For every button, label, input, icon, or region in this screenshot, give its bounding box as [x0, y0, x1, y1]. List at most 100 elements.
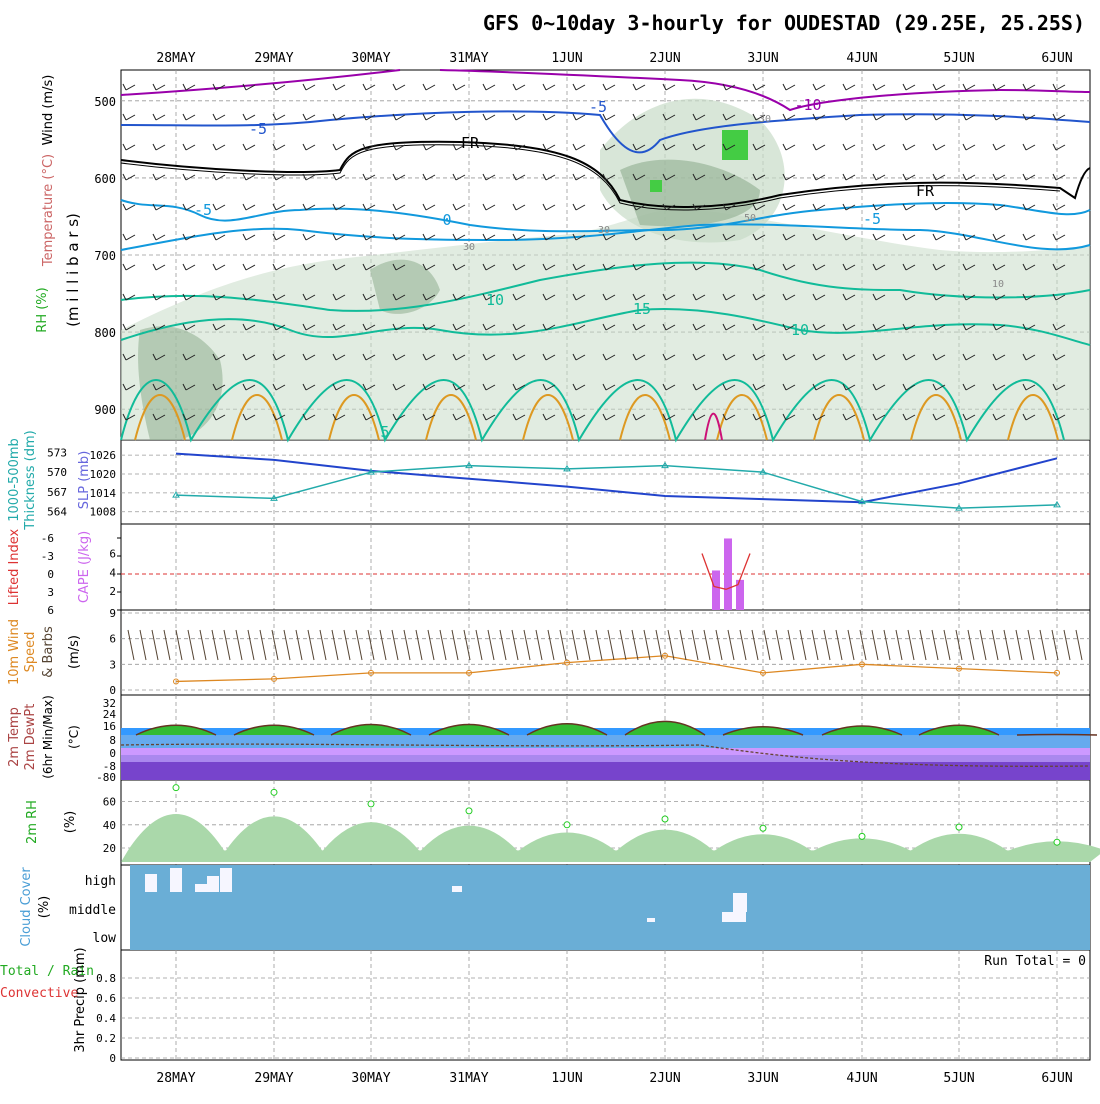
wind-barb [212, 293, 226, 301]
wind-barb-10m [523, 629, 531, 661]
wind-barb [392, 353, 406, 361]
wind-barb [842, 293, 856, 301]
wind-barb [782, 353, 796, 361]
p3-ytick-li: -3 [41, 550, 54, 563]
wind-barb [932, 173, 946, 181]
cloud-gap [220, 868, 232, 892]
wind-barb [662, 203, 676, 211]
wind-barb [542, 233, 556, 241]
wind-barb [512, 143, 526, 151]
wind-barb [752, 383, 766, 391]
wind-barb [602, 233, 616, 241]
wind-barb [422, 203, 436, 211]
wind-barb [962, 383, 976, 391]
wind-barb-10m [727, 629, 735, 661]
wind-barb [1052, 113, 1066, 121]
wind-barb [212, 203, 226, 211]
wind-barb [542, 383, 556, 391]
wind-barb [122, 113, 136, 121]
wind-barb [302, 353, 316, 361]
wind-barb [362, 113, 376, 121]
wind-barb [662, 83, 676, 91]
wind-barb [932, 293, 946, 301]
wind-barb [182, 383, 196, 391]
date-label-top: 1JUN [551, 51, 582, 66]
p1-ytick: 700 [94, 249, 116, 263]
p3-ytick-li: 3 [47, 586, 54, 599]
wind-barb [362, 83, 376, 91]
rh-fill-lower [121, 207, 1090, 440]
wind-barb [932, 83, 946, 91]
wind-barb [692, 113, 706, 121]
t2m-line [135, 720, 1098, 736]
cloud-gap [195, 884, 207, 892]
wind-barb [482, 83, 496, 91]
wind-barb [542, 413, 556, 421]
wind-barb-10m [403, 629, 411, 661]
wind-barb-10m [295, 629, 303, 661]
temp-band [121, 762, 1090, 780]
wind-barb [722, 383, 736, 391]
rh2m-point [367, 800, 375, 808]
wind-barb [1022, 353, 1036, 361]
contour-label: FR [916, 182, 935, 200]
wind-barb [1052, 263, 1066, 271]
wind-barb [452, 203, 466, 211]
wind-barb [992, 263, 1006, 271]
wind-barb [182, 293, 196, 301]
wind-barb [542, 143, 556, 151]
wind-barb [662, 383, 676, 391]
p6-ytick: 20 [103, 842, 116, 855]
wind-barb [722, 263, 736, 271]
p7-ytick: low [93, 931, 117, 946]
rh2m-point [270, 788, 278, 796]
wind-barb [302, 143, 316, 151]
wind-barb [632, 113, 646, 121]
wind-barb [422, 143, 436, 151]
wind-barb [1022, 113, 1036, 121]
p6-label-1: 2m RH [25, 800, 40, 844]
wind-barb [752, 203, 766, 211]
wind-barb [692, 413, 706, 421]
wind-barb [302, 173, 316, 181]
date-label-bottom: 31MAY [449, 1071, 488, 1086]
wind-barb-10m [475, 629, 483, 661]
wind10-point [271, 675, 277, 682]
wind-barb [572, 353, 586, 361]
p1-label-mb: (m i l l i b a r s) [64, 213, 82, 327]
wind-barb [512, 263, 526, 271]
wind-barb [302, 113, 316, 121]
p3-ytick-li: 6 [47, 604, 54, 617]
wind-barb [452, 413, 466, 421]
wind-barb [872, 143, 886, 151]
wind-barb [572, 383, 586, 391]
p2-ytick-slp: 1008 [90, 506, 117, 519]
rh-contour-label: 10 [992, 279, 1004, 290]
p3-label-li: Lifted Index [7, 528, 22, 605]
wind-barb [272, 83, 286, 91]
cloud-gap [170, 868, 182, 892]
wind-barb [752, 293, 766, 301]
wind-barb [692, 323, 706, 331]
wind-barb [962, 143, 976, 151]
wind-barb [692, 383, 706, 391]
wind10-point [466, 669, 472, 676]
wind-barb [782, 383, 796, 391]
wind-barb [332, 353, 346, 361]
wind10-point [859, 661, 865, 668]
wind-barb-10m [751, 629, 759, 661]
wind-barb [872, 173, 886, 181]
wind-barb [842, 173, 856, 181]
wind-barb-10m [127, 629, 135, 661]
wind-barb-10m [871, 629, 879, 661]
wind-barb [152, 203, 166, 211]
p5-label-4: (°C) [67, 725, 81, 749]
wind10-line [175, 655, 1058, 683]
wind-barb [632, 83, 646, 91]
wind-barb-10m [643, 629, 651, 661]
wind-barb [242, 383, 256, 391]
cloud-gap [452, 886, 462, 892]
wind-barb [872, 323, 886, 331]
wind-barb [152, 173, 166, 181]
